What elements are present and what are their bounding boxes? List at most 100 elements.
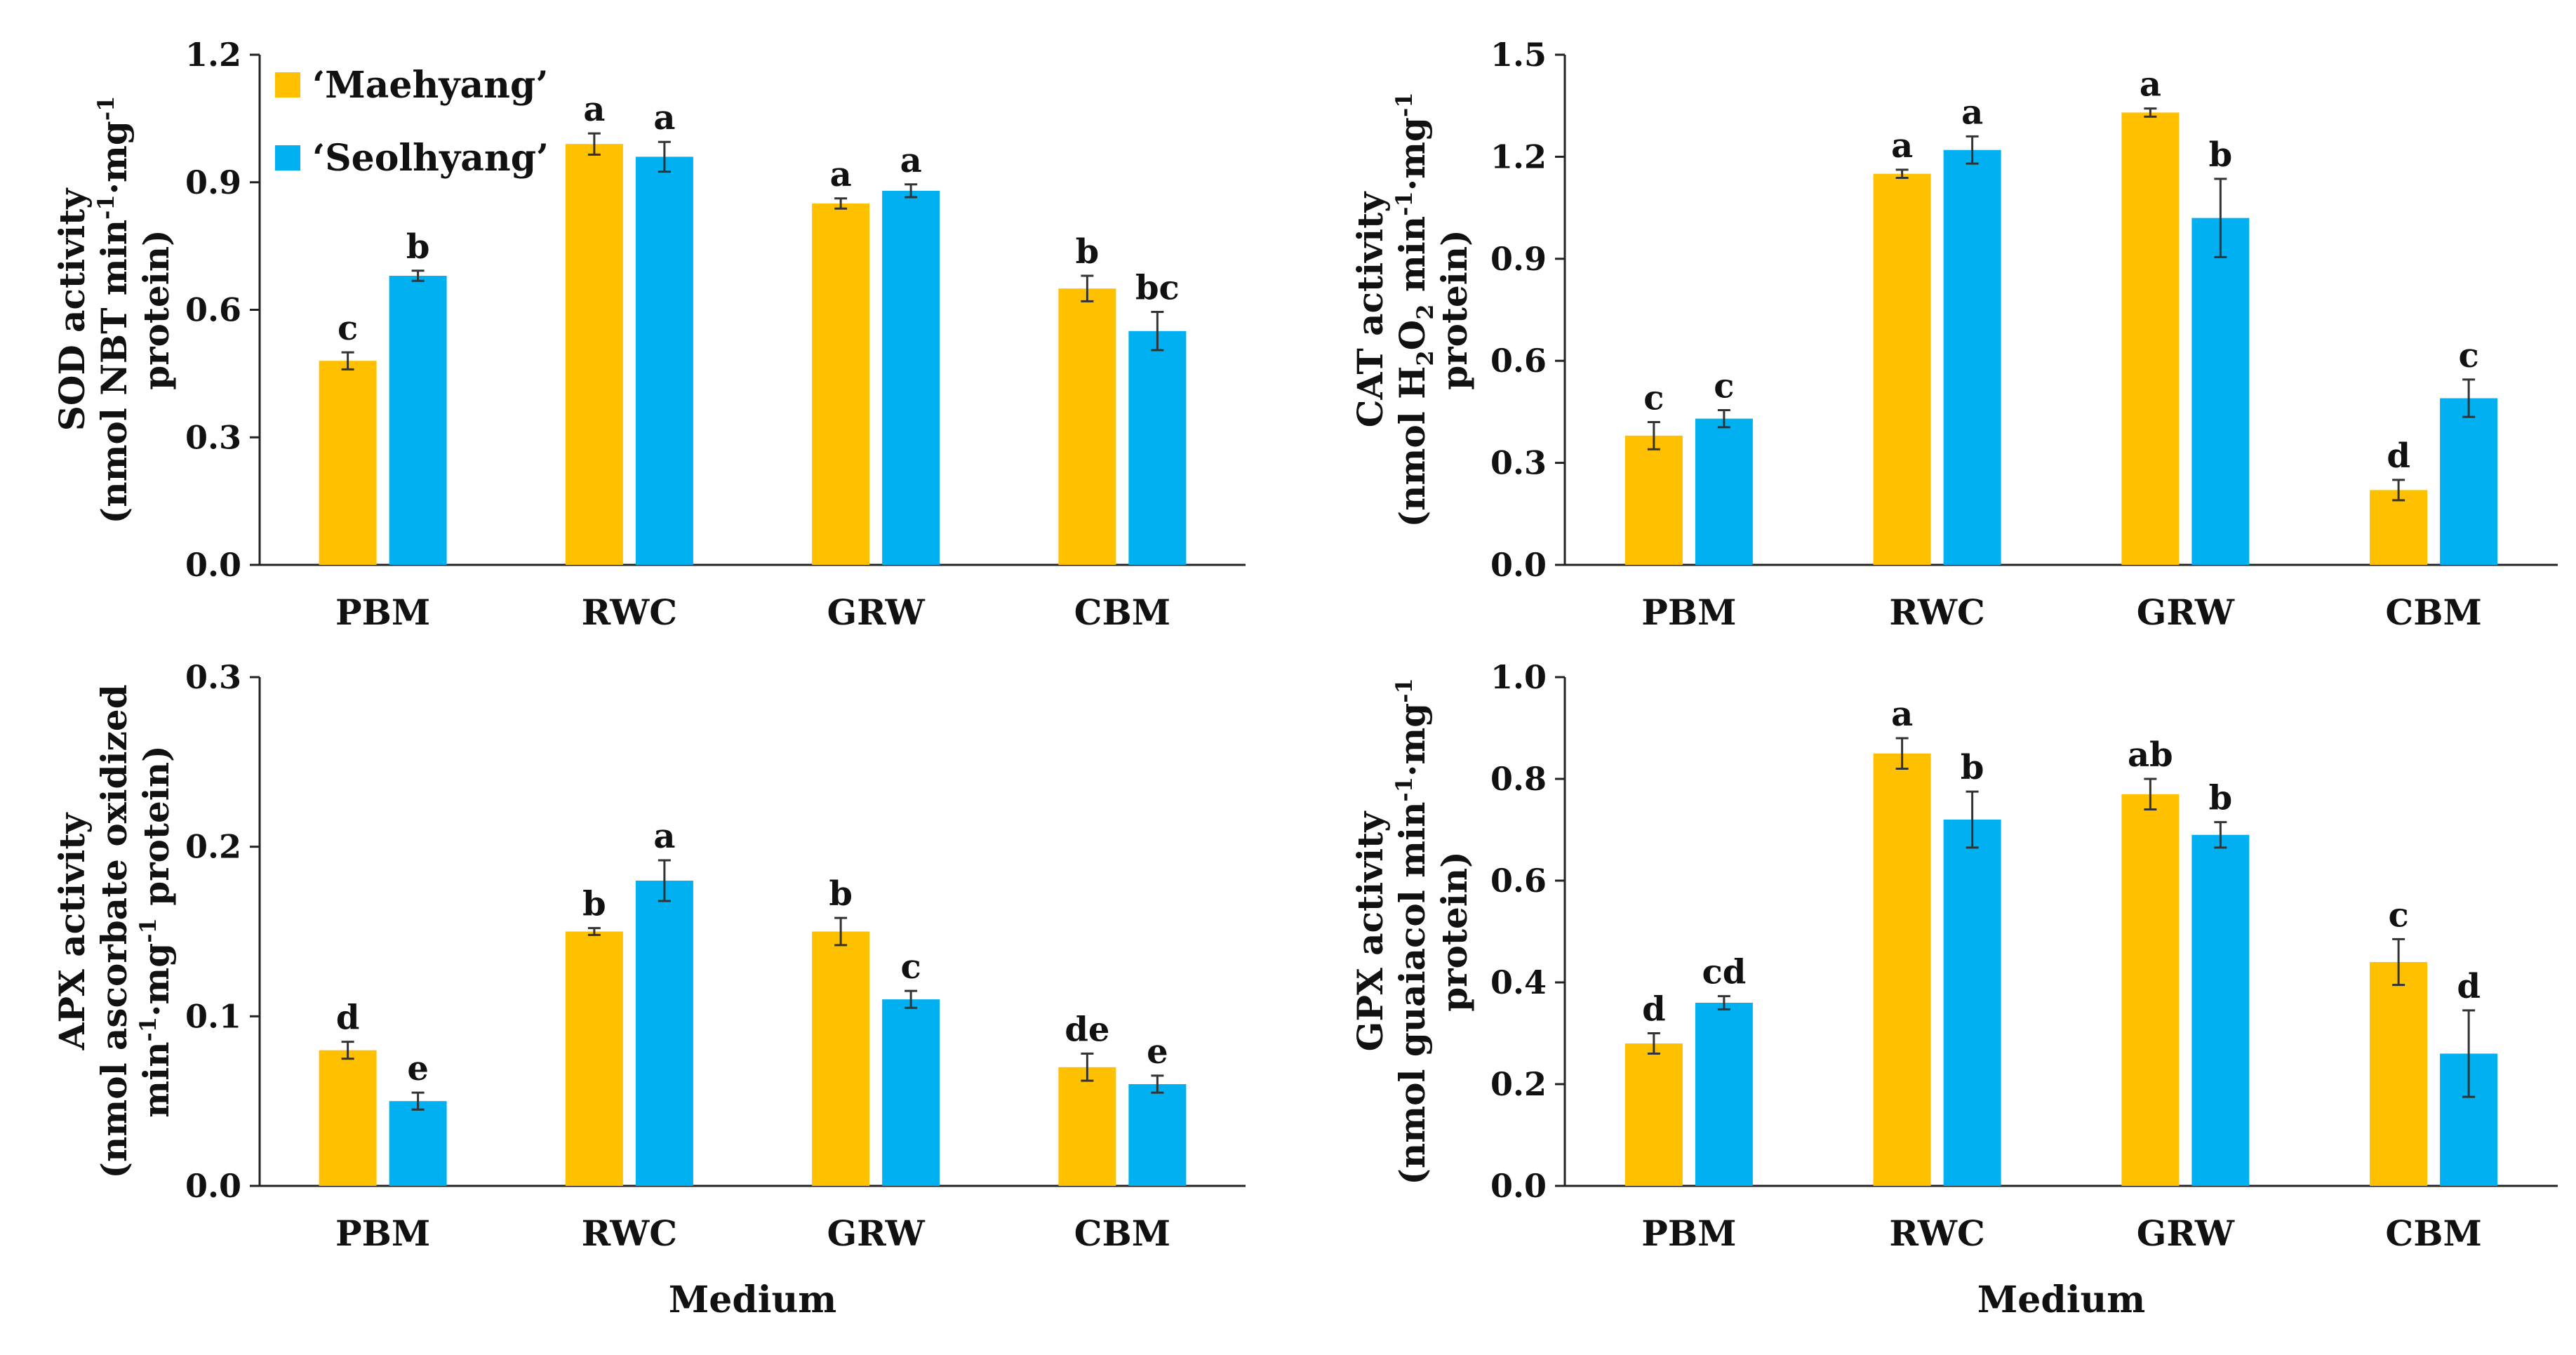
sod-y-axis-label-part: -1 <box>93 96 119 121</box>
cat-bar <box>1943 149 2001 565</box>
gpx-bar <box>2191 834 2250 1186</box>
legend-label-seolhyang: ‘Seolhyang’ <box>312 137 549 180</box>
gpx-y-axis-label-part: (nmol guaiacol min <box>1392 802 1433 1185</box>
gpx-category-label: RWC <box>1889 1213 1984 1254</box>
sod-y-tick-label: 0.9 <box>185 163 241 201</box>
apx-significance-letter: de <box>1065 1010 1109 1050</box>
gpx-significance-letter: ab <box>2128 735 2173 775</box>
apx-x-axis-label: Medium <box>669 1279 837 1321</box>
cat-category-label: CBM <box>2385 592 2481 633</box>
gpx-y-axis-label-part: -1 <box>1391 777 1417 802</box>
sod-bar <box>882 190 940 565</box>
cat-y-axis-label-part: -1 <box>1391 92 1417 117</box>
cat-y-axis-label-part: 2 <box>1412 305 1439 320</box>
apx-significance-letter: d <box>336 999 360 1038</box>
gpx-bar <box>1695 1003 1753 1186</box>
cat-y-axis-label-part: min <box>1392 216 1433 305</box>
sod-bar <box>565 144 623 566</box>
cat-y-tick-label: 0.9 <box>1490 240 1547 278</box>
sod-bar <box>635 156 693 565</box>
gpx-significance-letter: a <box>1891 695 1913 734</box>
apx-bar <box>812 931 870 1186</box>
cat-significance-letter: c <box>1714 366 1734 406</box>
sod-y-tick-label: 0.0 <box>185 546 241 584</box>
apx-category-label: GRW <box>827 1213 925 1254</box>
apx-category-label: RWC <box>582 1213 677 1254</box>
gpx-y-tick-label: 0.2 <box>1490 1065 1547 1103</box>
gpx-bar <box>2370 962 2428 1186</box>
cat-significance-letter: c <box>1643 378 1664 418</box>
apx-significance-letter: e <box>407 1049 429 1088</box>
cat-bar <box>1624 435 1683 565</box>
cat-significance-letter: a <box>1961 93 1983 132</box>
cat-bar <box>1695 418 1753 565</box>
cat-significance-letter: b <box>2209 135 2233 175</box>
sod-y-tick-label: 1.2 <box>185 36 241 74</box>
sod-bar <box>319 361 377 565</box>
apx-significance-letter: c <box>901 947 921 987</box>
apx-y-tick-label: 0.3 <box>185 658 241 696</box>
cat-y-axis-label-part: O <box>1392 320 1433 351</box>
gpx-chart-panel: 0.00.20.40.60.81.0dcdPBMabRWCabbGRWcdCBM… <box>1349 658 2558 1321</box>
apx-y-tick-label: 0.0 <box>185 1167 241 1205</box>
cat-y-tick-label: 0.3 <box>1490 444 1547 482</box>
apx-category-label: CBM <box>1074 1213 1170 1254</box>
cat-bar <box>2440 398 2498 565</box>
apx-bar <box>1058 1067 1116 1186</box>
apx-y-axis-label-part: -1 <box>135 918 161 943</box>
sod-y-tick-label: 0.3 <box>185 418 241 456</box>
sod-y-tick-label: 0.6 <box>185 291 241 329</box>
sod-significance-letter: a <box>653 98 675 138</box>
cat-bar <box>2121 112 2180 566</box>
legend-swatch-seolhyang <box>275 145 300 171</box>
sod-bar <box>1128 331 1187 565</box>
sod-y-axis-label-part: protein) <box>135 229 177 390</box>
gpx-x-axis-label: Medium <box>1977 1279 2146 1321</box>
apx-significance-letter: a <box>653 817 675 856</box>
apx-bar <box>565 931 623 1186</box>
gpx-y-axis-label-part: -1 <box>1391 678 1417 703</box>
chart-legend: ‘Maehyang’ ‘Seolhyang’ <box>275 64 549 180</box>
sod-category-label: RWC <box>582 592 677 633</box>
cat-y-axis-label-part: CAT activity <box>1349 191 1391 428</box>
apx-y-axis-label-part: -1 <box>135 1017 161 1042</box>
gpx-significance-letter: b <box>1961 748 1984 787</box>
gpx-y-tick-label: 0.8 <box>1490 760 1547 798</box>
gpx-significance-letter: cd <box>1702 953 1746 992</box>
apx-bar <box>389 1101 447 1186</box>
cat-bar <box>2370 490 2428 565</box>
apx-y-tick-label: 0.1 <box>185 997 241 1035</box>
cat-significance-letter: c <box>2459 336 2479 375</box>
cat-y-tick-label: 0.0 <box>1490 546 1547 584</box>
cat-y-axis-label-part: -1 <box>1391 191 1417 216</box>
sod-y-axis-label-part: ·mg <box>93 121 135 194</box>
gpx-category-label: CBM <box>2385 1213 2481 1254</box>
cat-significance-letter: a <box>2140 65 2161 105</box>
sod-category-label: CBM <box>1074 592 1170 633</box>
cat-chart-panel: 0.0 0.3 0.6 0.9 1.2 1.5 c c PBM a a RWC a b GRW d c CBM CA… <box>1349 36 2558 633</box>
apx-bar <box>319 1050 377 1186</box>
apx-bar <box>635 881 693 1186</box>
cat-y-axis-label-part: protein) <box>1434 229 1475 390</box>
apx-y-axis-label: APX activity(nmol ascorbate oxidizedmin-… <box>51 684 177 1178</box>
sod-significance-letter: a <box>583 90 605 129</box>
sod-y-axis-label-part: -1 <box>93 194 119 220</box>
sod-significance-letter: a <box>900 141 922 180</box>
legend-label-maehyang: ‘Maehyang’ <box>312 64 548 107</box>
cat-y-tick-label: 1.5 <box>1490 36 1547 74</box>
sod-significance-letter: a <box>830 155 852 194</box>
cat-y-axis-label: CAT activity(nmol H2O2 min-1·mg-1protein… <box>1349 92 1475 527</box>
cat-significance-letter: d <box>2387 436 2410 476</box>
apx-y-tick-label: 0.2 <box>185 828 241 866</box>
gpx-bar <box>1943 820 2001 1186</box>
cat-y-tick-label: 0.6 <box>1490 342 1547 380</box>
gpx-significance-letter: d <box>2457 967 2481 1006</box>
sod-bar <box>812 203 870 566</box>
apx-significance-letter: e <box>1147 1032 1168 1072</box>
sod-bar <box>1058 288 1116 565</box>
gpx-y-tick-label: 0.6 <box>1490 862 1547 900</box>
gpx-y-tick-label: 0.0 <box>1490 1167 1547 1205</box>
gpx-bar <box>1624 1043 1683 1186</box>
